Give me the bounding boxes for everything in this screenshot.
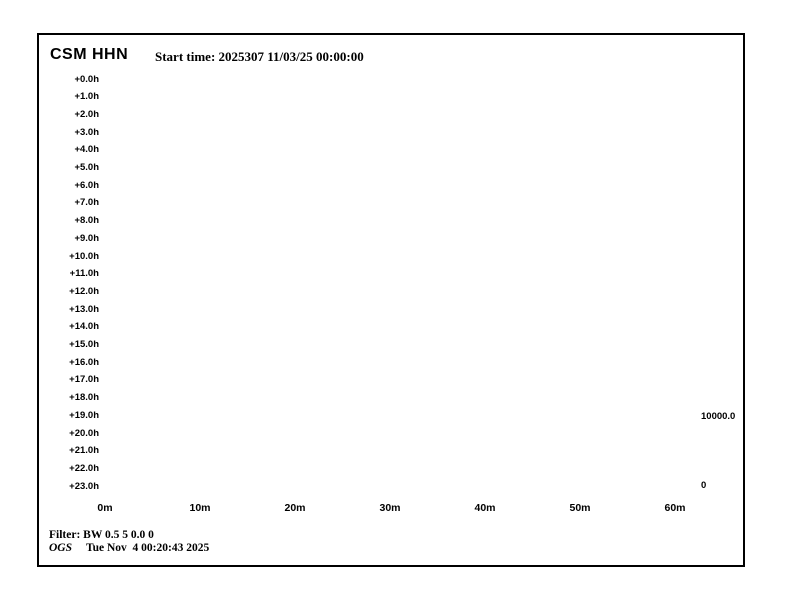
hour-label: +9.0h <box>74 232 99 244</box>
hour-label: +19.0h <box>69 409 99 421</box>
agency-label: OGS <box>49 542 73 554</box>
hour-label: +2.0h <box>74 108 99 120</box>
hour-label: +18.0h <box>69 392 99 404</box>
hour-label: +23.0h <box>69 480 99 492</box>
hour-label: +6.0h <box>74 179 99 191</box>
footer-credit: OGS Tue Nov 4 00:20:43 2025 <box>49 542 209 554</box>
hour-label: +14.0h <box>69 321 99 333</box>
scale-min-label: 0 <box>701 480 707 491</box>
hour-label: +0.0h <box>74 73 99 85</box>
plot-border <box>37 33 745 567</box>
hour-label: +21.0h <box>69 445 99 457</box>
hour-label: +20.0h <box>69 427 99 439</box>
minute-label: 10m <box>189 502 211 514</box>
hour-label: +10.0h <box>69 250 99 262</box>
hour-label: +4.0h <box>74 144 99 156</box>
hour-label: +22.0h <box>69 462 99 474</box>
hour-label: +7.0h <box>74 197 99 209</box>
hour-label: +15.0h <box>69 339 99 350</box>
render-timestamp: Tue Nov 4 00:20:43 2025 <box>86 542 210 554</box>
scale-max-label: 10000.0 <box>701 411 736 422</box>
minute-label: 0m <box>97 502 113 514</box>
station-title: CSM HHN <box>50 46 129 63</box>
hour-label: +16.0h <box>69 356 99 368</box>
hour-label: +1.0h <box>74 91 99 103</box>
start-time-label: Start time: 2025307 11/03/25 00:00:00 <box>155 49 364 64</box>
minute-label: 50m <box>569 502 591 514</box>
minute-label: 60m <box>664 502 686 514</box>
hour-label: +17.0h <box>69 374 99 386</box>
hour-label: +13.0h <box>69 303 99 315</box>
hour-label: +8.0h <box>74 215 99 227</box>
hour-label: +3.0h <box>74 126 99 138</box>
minute-label: 20m <box>284 502 306 514</box>
minute-label: 30m <box>379 502 401 514</box>
filter-info: Filter: BW 0.5 5 0.0 0 <box>49 529 154 541</box>
hour-label: +11.0h <box>69 268 99 280</box>
hour-label: +12.0h <box>69 285 99 297</box>
hour-label: +5.0h <box>74 162 99 173</box>
minute-label: 40m <box>474 502 496 514</box>
